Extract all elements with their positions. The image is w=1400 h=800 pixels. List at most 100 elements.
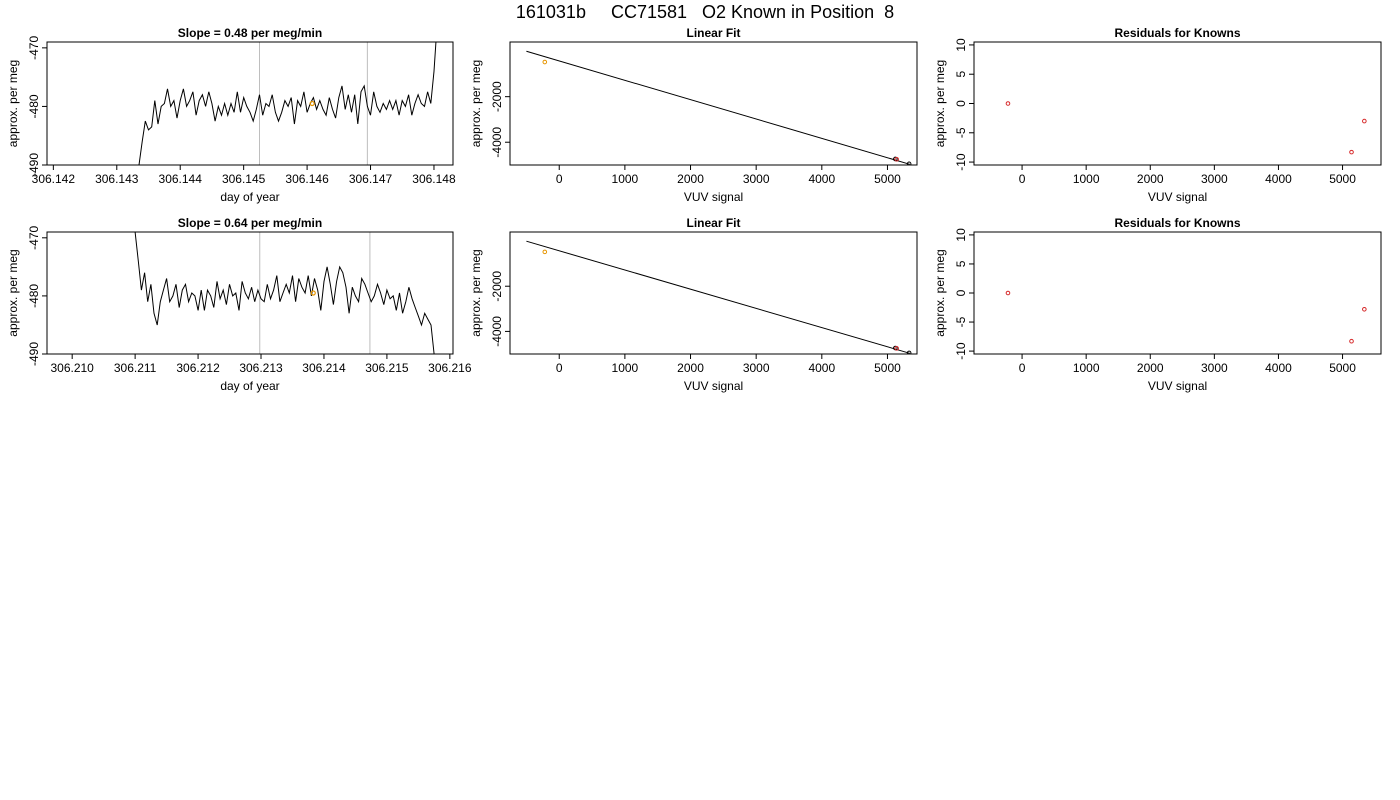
- data-point: [1362, 118, 1367, 124]
- x-axis-label: day of year: [220, 379, 279, 393]
- panel-6: Residuals for Knowns 0 1000 2000 3000 4000 500…: [933, 216, 1382, 393]
- y-tick-label: 10: [954, 228, 968, 242]
- panel-5: Linear Fit 0 1000 2000 3000 4000 5000 -4000 -200…: [469, 216, 918, 393]
- data-point: [542, 59, 548, 65]
- panel-title: Linear Fit: [686, 216, 740, 230]
- x-tick-label: 306.147: [349, 172, 393, 186]
- panel-title: Residuals for Knowns: [1114, 216, 1240, 230]
- y-axis-label: approx. per meg: [933, 249, 947, 336]
- y-tick-label: -490: [27, 153, 41, 177]
- x-tick-label: 0: [1019, 361, 1026, 375]
- x-axis-label: VUV signal: [1148, 379, 1207, 393]
- x-tick-label: 1000: [1073, 172, 1100, 186]
- x-tick-label: 3000: [743, 361, 770, 375]
- x-tick-label: 306.211: [114, 361, 157, 375]
- y-tick-label: -470: [27, 225, 41, 249]
- x-tick-label: 5000: [874, 172, 901, 186]
- x-axis-label: VUV signal: [1148, 190, 1207, 204]
- x-tick-label: 306.146: [285, 172, 329, 186]
- plot-area: [1005, 290, 1367, 344]
- data-point: [906, 161, 912, 165]
- x-tick-label: 5000: [874, 361, 901, 375]
- x-tick-label: 4000: [1265, 172, 1292, 186]
- data-point: [1349, 338, 1354, 344]
- page-title: 161031b CC71581 O2 Known in Position 8: [515, 2, 895, 22]
- panel-title: Linear Fit: [686, 26, 740, 40]
- data-point: [1005, 290, 1011, 296]
- panel-title: Residuals for Knowns: [1114, 26, 1240, 40]
- x-tick-label: 0: [556, 172, 563, 186]
- plot-frame: [973, 41, 1382, 166]
- x-tick-label: 306.148: [412, 172, 456, 186]
- y-axis-label: approx. per meg: [933, 60, 947, 147]
- x-tick-label: 3000: [743, 172, 770, 186]
- plot-frame: [46, 231, 454, 355]
- x-axis-label: day of year: [220, 190, 279, 204]
- y-axis-label: approx. per meg: [469, 60, 483, 147]
- data-trace: [134, 232, 435, 354]
- x-tick-label: 306.210: [50, 361, 94, 375]
- y-axis-label: approx. per meg: [6, 60, 20, 147]
- x-tick-label: 3000: [1201, 172, 1228, 186]
- x-tick-label: 306.213: [239, 361, 283, 375]
- x-tick-label: 1000: [612, 172, 639, 186]
- y-axis-label: approx. per meg: [469, 249, 483, 336]
- x-tick-label: 4000: [808, 172, 835, 186]
- plot-area: [526, 240, 912, 354]
- x-axis-label: VUV signal: [684, 379, 743, 393]
- panel-4: Slope = 0.64 per meg/min 306.210 306.211 30…: [6, 216, 472, 393]
- data-point: [542, 249, 548, 255]
- panel-3: Residuals for Knowns 0 1000 2000 3000 4000 500…: [933, 26, 1382, 204]
- x-tick-label: 5000: [1329, 172, 1356, 186]
- y-tick-label: -10: [954, 153, 968, 171]
- y-tick-label: 5: [954, 260, 968, 267]
- x-tick-label: 1000: [612, 361, 639, 375]
- plot-frame: [509, 231, 918, 355]
- x-tick-label: 3000: [1201, 361, 1228, 375]
- fit-line: [526, 240, 910, 354]
- y-tick-label: 0: [954, 289, 968, 296]
- x-tick-label: 4000: [1265, 361, 1292, 375]
- y-tick-label: -480: [27, 284, 41, 308]
- known-marker: [310, 290, 316, 296]
- known-marker: [309, 100, 315, 107]
- panel-title: Slope = 0.48 per meg/min: [178, 26, 322, 40]
- data-point: [906, 350, 912, 354]
- plot-frame: [46, 41, 454, 166]
- panel-2: Linear Fit 0 1000 2000 3000 4000 5000 -4000 -200…: [469, 26, 918, 204]
- x-tick-label: 2000: [1137, 361, 1164, 375]
- y-tick-label: -4000: [490, 316, 504, 347]
- y-tick-label: 0: [954, 100, 968, 107]
- panel-1: Slope = 0.48 per meg/min 306.142 306.143 30…: [6, 26, 456, 204]
- y-tick-label: -2000: [490, 81, 504, 112]
- plot-frame: [973, 231, 1382, 355]
- x-tick-label: 306.143: [95, 172, 139, 186]
- y-tick-label: 10: [954, 38, 968, 52]
- data-point: [1005, 101, 1011, 106]
- x-tick-label: 306.145: [222, 172, 266, 186]
- data-trace: [138, 42, 437, 165]
- data-point: [1362, 306, 1367, 312]
- y-tick-label: -470: [27, 36, 41, 60]
- plot-frame: [509, 41, 918, 166]
- x-tick-label: 306.214: [302, 361, 346, 375]
- x-tick-label: 0: [1019, 172, 1026, 186]
- y-tick-label: -490: [27, 342, 41, 366]
- x-tick-label: 306.212: [176, 361, 220, 375]
- y-tick-label: -480: [27, 94, 41, 118]
- x-tick-label: 1000: [1073, 361, 1100, 375]
- x-axis-label: VUV signal: [684, 190, 743, 204]
- panel-title: Slope = 0.64 per meg/min: [178, 216, 322, 230]
- y-tick-label: -4000: [490, 127, 504, 158]
- data-point: [894, 157, 899, 162]
- y-axis-label: approx. per meg: [6, 249, 20, 336]
- y-tick-label: 5: [954, 71, 968, 78]
- y-tick-label: -10: [954, 342, 968, 360]
- x-tick-label: 4000: [808, 361, 835, 375]
- plot-area: [526, 50, 912, 165]
- x-tick-label: 306.215: [365, 361, 409, 375]
- plot-area: [1005, 101, 1367, 155]
- x-tick-label: 306.142: [32, 172, 76, 186]
- x-tick-label: 0: [556, 361, 563, 375]
